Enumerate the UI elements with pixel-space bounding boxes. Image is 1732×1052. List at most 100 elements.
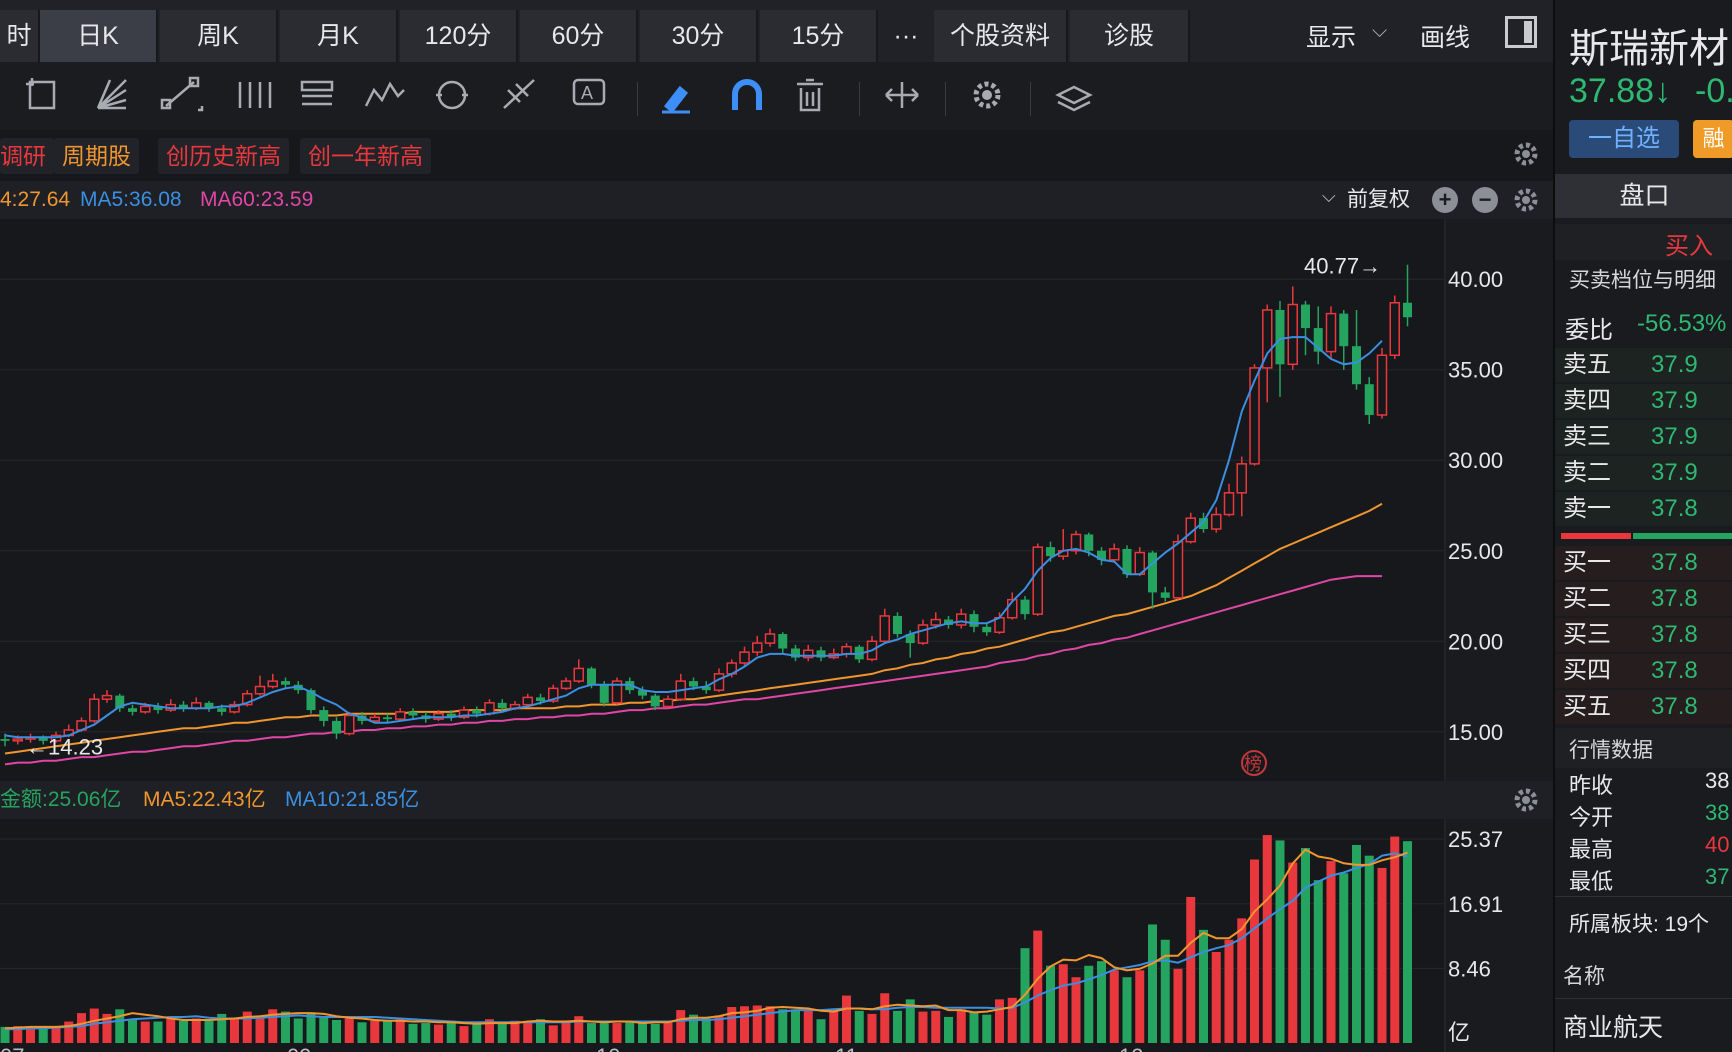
candle-body	[701, 686, 711, 691]
add-watchlist-button[interactable]: 一自选	[1569, 120, 1679, 158]
settings-gear-icon[interactable]	[973, 81, 1001, 109]
tab-order-book[interactable]: 盘口	[1555, 174, 1732, 218]
panel-toggle-icon[interactable]	[1505, 16, 1537, 48]
fib-icon[interactable]	[503, 79, 535, 109]
volume-bar	[1211, 951, 1221, 1043]
volume-bar	[230, 1019, 239, 1043]
candle-body	[522, 696, 533, 706]
tag-chip[interactable]: 调研	[0, 138, 54, 174]
tab-9[interactable]: 个股资料	[934, 10, 1068, 62]
vertical-lines-icon[interactable]	[238, 82, 272, 108]
cycle-icon[interactable]	[436, 80, 468, 110]
candle-body	[472, 710, 482, 714]
order-level-price: 37.9	[1651, 351, 1698, 378]
ask-row[interactable]: 卖二 37.9	[1555, 456, 1732, 490]
stock-name: 斯瑞新材	[1569, 27, 1729, 71]
segment-icon[interactable]	[160, 76, 204, 112]
tab-5[interactable]: 60分	[520, 10, 638, 62]
order-level-label: 卖三	[1563, 423, 1611, 450]
candle-body	[1070, 533, 1082, 552]
ask-row[interactable]: 卖四 37.9	[1555, 384, 1732, 418]
wave-icon[interactable]	[364, 81, 405, 107]
order-level-label: 卖一	[1563, 495, 1611, 522]
tab-0[interactable]: 时	[0, 10, 40, 62]
sector-item[interactable]: 商业航天	[1563, 1014, 1664, 1042]
tag-chip[interactable]: 周期股	[54, 138, 139, 174]
bid-row[interactable]: 买五 37.8	[1555, 690, 1732, 724]
volume-bar	[1058, 964, 1068, 1043]
candle-body	[650, 695, 660, 707]
order-level-price: 37.8	[1651, 585, 1698, 612]
volume-unit-label: 亿	[1448, 1020, 1470, 1045]
volume-bar	[1390, 836, 1400, 1043]
tab-10[interactable]: 诊股	[1070, 10, 1190, 62]
volume-bar	[0, 1026, 10, 1043]
tab-6[interactable]: 30分	[640, 10, 758, 62]
volume-bar	[421, 1023, 431, 1043]
volume-bar	[752, 1005, 762, 1043]
zoom-out-icon[interactable]: −	[1472, 187, 1498, 213]
order-level-price: 37.8	[1651, 657, 1698, 684]
text-lines-icon[interactable]	[300, 80, 334, 106]
adjust-chevron-icon[interactable]: ⌵	[1322, 186, 1336, 206]
ask-row[interactable]: 卖一 37.8	[1555, 492, 1732, 526]
buy-button[interactable]: 买入	[1665, 233, 1713, 260]
candle-body	[1249, 367, 1260, 465]
magnet-icon[interactable]	[732, 79, 762, 110]
draw-line-button[interactable]: 画线	[1420, 24, 1471, 52]
ma60-label: MA60:23.59	[200, 188, 314, 211]
tab-7[interactable]: 15分	[760, 10, 878, 62]
zoom-in-icon[interactable]: +	[1432, 187, 1458, 213]
fan-lines-icon[interactable]	[96, 79, 127, 110]
tag-chip[interactable]: 创历史新高	[158, 138, 289, 174]
candle-body	[662, 698, 674, 708]
volume-bar	[1007, 997, 1017, 1043]
volume-bar	[1071, 977, 1081, 1043]
candle-body	[536, 697, 545, 702]
tab-3[interactable]: 月K	[280, 10, 398, 62]
bid-row[interactable]: 买三 37.8	[1555, 618, 1732, 652]
candle-body	[369, 716, 380, 722]
tags-settings-gear-icon[interactable]	[1512, 140, 1540, 173]
sector-count[interactable]: 所属板块: 19个	[1569, 913, 1710, 936]
tab-8[interactable]: ···	[893, 22, 919, 50]
volume-bar	[867, 1013, 877, 1043]
volume-bar	[357, 1022, 367, 1043]
display-menu[interactable]: 显示	[1306, 24, 1357, 52]
volume-bar	[179, 1020, 188, 1043]
tab-4[interactable]: 120分	[400, 10, 518, 62]
text-annotation-icon[interactable]: A	[572, 78, 606, 106]
candle-body	[548, 687, 559, 702]
volume-bar	[842, 995, 851, 1043]
pen-icon[interactable]	[662, 85, 690, 114]
volume-axis-label: 8.46	[1448, 956, 1491, 981]
ask-row[interactable]: 卖五 37.9	[1555, 348, 1732, 382]
bid-row[interactable]: 买四 37.8	[1555, 654, 1732, 688]
volume-bar	[434, 1024, 443, 1043]
ma60-line	[4, 575, 1382, 766]
candle-body	[1084, 534, 1094, 551]
chevron-down-icon[interactable]: ⌵	[1372, 20, 1388, 42]
bid-row[interactable]: 买一 37.8	[1555, 546, 1732, 580]
layers-icon[interactable]	[1055, 85, 1093, 112]
trash-icon[interactable]	[797, 78, 823, 112]
volume-bar	[1237, 918, 1247, 1043]
tab-2[interactable]: 周K	[160, 10, 278, 62]
bid-row[interactable]: 买二 37.8	[1555, 582, 1732, 616]
zoom-range-icon[interactable]	[885, 82, 919, 108]
adjust-dropdown[interactable]: 前复权	[1347, 188, 1410, 211]
ma-settings-gear-icon[interactable]	[1512, 186, 1540, 219]
volume-amount-label: 金额:25.06亿	[0, 788, 122, 811]
rect-select-icon[interactable]	[26, 78, 56, 110]
volume-settings-gear-icon[interactable]	[1512, 786, 1540, 819]
tab-1[interactable]: 日K	[40, 10, 158, 62]
volume-bar	[38, 1028, 48, 1043]
candle-body	[1325, 312, 1337, 353]
ask-row[interactable]: 卖三 37.9	[1555, 420, 1732, 454]
kline-chart[interactable]: 15.00 20.00 25.00 30.00 35.00 40.00 8.46 16.91 2…	[0, 219, 1553, 1052]
volume-bar	[1160, 939, 1170, 1043]
tag-chip[interactable]: 创一年新高	[300, 138, 431, 174]
volume-bar	[536, 1019, 545, 1043]
order-level-price: 37.9	[1651, 459, 1698, 486]
volume-bar	[191, 1018, 201, 1043]
